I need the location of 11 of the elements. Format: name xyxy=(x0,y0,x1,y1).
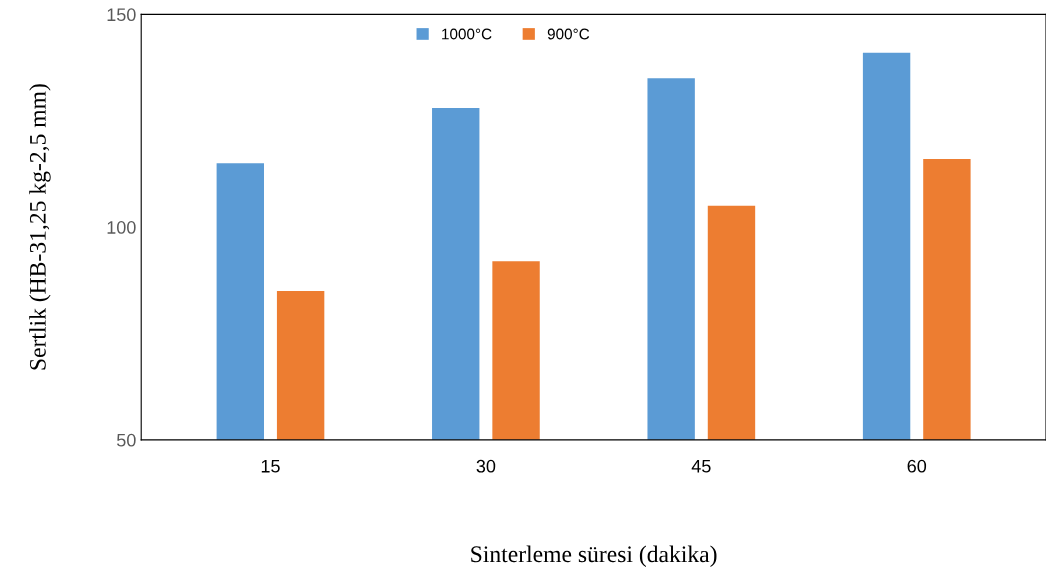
legend-label: 1000°C xyxy=(442,28,492,40)
x-tick-label: 45 xyxy=(691,459,711,473)
y-axis-title: Sertlik (HB-31,25 kg-2,5 mm) xyxy=(29,84,51,370)
y-tick-label: 50 xyxy=(116,433,136,447)
legend-label: 900°C xyxy=(547,28,590,40)
x-tick-label: 60 xyxy=(907,459,927,473)
y-tick-label: 150 xyxy=(107,8,136,22)
y-tick-label: 100 xyxy=(107,221,136,234)
x-axis-title: Sinterleme süresi (dakika) xyxy=(471,545,717,568)
x-tick-label: 30 xyxy=(476,459,496,473)
x-tick-label: 15 xyxy=(261,459,280,473)
